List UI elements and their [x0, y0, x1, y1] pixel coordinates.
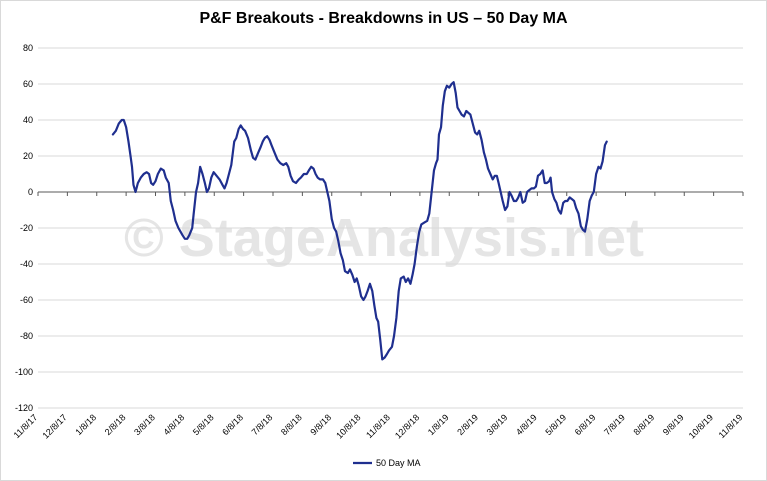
x-tick-label: 12/8/17 [40, 412, 68, 440]
legend-label-50-day-ma: 50 Day MA [376, 458, 421, 468]
x-tick-label: 11/8/18 [364, 412, 392, 440]
watermark-layer: © StageAnalysis.net [124, 208, 644, 268]
x-tick-label: 5/8/19 [543, 412, 568, 437]
x-tick-label: 11/8/17 [12, 412, 40, 440]
series-layer [111, 81, 608, 361]
x-tick-label: 6/8/19 [573, 412, 598, 437]
y-tick-label: 60 [23, 79, 33, 89]
x-tick-label: 9/8/19 [661, 412, 686, 437]
x-tick-label: 12/8/18 [393, 412, 421, 440]
x-tick-label: 7/8/19 [602, 412, 627, 437]
x-tick-label: 5/8/18 [191, 412, 216, 437]
watermark-text: © StageAnalysis.net [124, 208, 644, 268]
x-tick-label: 9/8/18 [308, 412, 333, 437]
y-tick-label: -20 [20, 223, 33, 233]
x-tick-label: 2/8/19 [455, 412, 480, 437]
x-tick-label: 8/8/18 [279, 412, 304, 437]
legend: 50 Day MA [353, 458, 421, 468]
x-tick-label: 2/8/18 [103, 412, 128, 437]
series-line-50-day-ma [111, 81, 608, 361]
x-tick-label: 4/8/19 [514, 412, 539, 437]
x-tick-label: 10/8/19 [687, 412, 715, 440]
y-tick-label: -60 [20, 295, 33, 305]
y-tick-label: 20 [23, 151, 33, 161]
x-tick-label: 1/8/19 [426, 412, 451, 437]
x-tick-label: 11/8/19 [717, 412, 745, 440]
x-tick-label: 6/8/18 [220, 412, 245, 437]
y-tick-label: -40 [20, 259, 33, 269]
chart-title: P&F Breakouts - Breakdowns in US – 50 Da… [199, 10, 568, 27]
x-tick-label: 4/8/18 [162, 412, 187, 437]
y-tick-label: 40 [23, 115, 33, 125]
y-tick-label: -80 [20, 331, 33, 341]
y-tick-label: -120 [15, 403, 33, 413]
x-tick-label: 3/8/19 [485, 412, 510, 437]
y-tick-label: 80 [23, 43, 33, 53]
x-tick-label: 1/8/18 [73, 412, 98, 437]
grid-layer [38, 47, 743, 409]
x-tick-label: 8/8/19 [632, 412, 657, 437]
x-tick-label: 3/8/18 [132, 412, 157, 437]
x-tick-label: 7/8/18 [250, 412, 275, 437]
y-tick-label: -100 [15, 367, 33, 377]
x-tick-label: 10/8/18 [334, 412, 362, 440]
y-tick-label: 0 [28, 187, 33, 197]
